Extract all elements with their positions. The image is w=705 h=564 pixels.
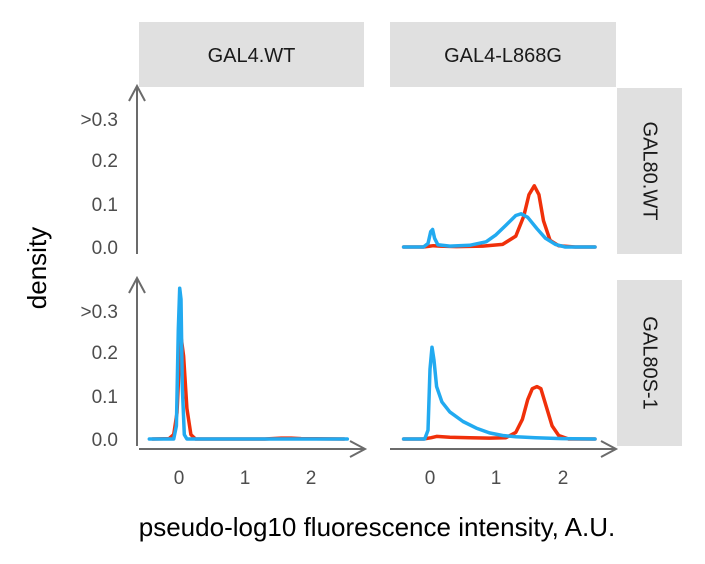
x-axis-right: [390, 440, 619, 458]
y-tick-label: 0.2: [92, 343, 118, 364]
x-axis-left-arrow-icon: [349, 440, 368, 458]
col-strip-gal4-l868g: [390, 22, 616, 87]
x-axis-title: pseudo-log10 fluorescence intensity, A.U…: [139, 512, 615, 542]
density-line-blue-gal4-wt-gal80s-1: [147, 286, 350, 441]
row-strip-gal80s-1-label: GAL80S-1: [639, 316, 661, 409]
y-axis-top-arrow-icon: [128, 83, 146, 102]
density-line-red-gal4-l868g-gal80-wt: [401, 184, 597, 249]
x-axis-left: [139, 440, 368, 458]
density-line-blue-gal4-l868g-gal80s-1: [401, 345, 597, 441]
x-tick-label: 1: [240, 468, 251, 489]
x-tick-label: 0: [425, 468, 436, 489]
row-strip-gal80-wt: [617, 88, 682, 254]
col-strip-gal4-wt: [139, 22, 364, 87]
y-tick-label: >0.3: [80, 110, 118, 131]
y-axis-top: [128, 83, 146, 254]
y-tick-labels-top: 0.0 0.1 0.2 >0.3: [80, 110, 118, 259]
col-strip-gal4-wt-label: GAL4.WT: [208, 45, 296, 67]
density-curves: [147, 184, 597, 441]
x-tick-labels-left: 0 1 2: [174, 468, 317, 489]
y-axis-bottom: [128, 275, 146, 446]
row-strip-gal80-wt-label: GAL80.WT: [639, 122, 661, 221]
density-line-blue-gal4-l868g-gal80-wt: [401, 212, 597, 249]
y-axis-bottom-arrow-icon: [128, 275, 146, 294]
col-strip-gal4-l868g-label: GAL4-L868G: [444, 45, 562, 67]
y-tick-label: >0.3: [80, 302, 118, 323]
y-axis-title: density: [22, 227, 52, 309]
x-tick-labels-right: 0 1 2: [425, 468, 569, 489]
density-line-red-gal4-l868g-gal80s-1: [401, 384, 597, 441]
x-tick-label: 2: [306, 468, 317, 489]
x-tick-label: 2: [558, 468, 569, 489]
y-tick-label: 0.0: [92, 238, 118, 259]
y-tick-label: 0.1: [92, 195, 118, 216]
x-axis-right-arrow-icon: [600, 440, 619, 458]
row-strip-gal80s-1: [617, 280, 682, 446]
x-tick-label: 0: [174, 468, 185, 489]
y-tick-label: 0.1: [92, 387, 118, 408]
y-tick-labels-bottom: 0.0 0.1 0.2 >0.3: [80, 302, 118, 451]
y-tick-label: 0.2: [92, 151, 118, 172]
x-tick-label: 1: [491, 468, 502, 489]
y-tick-label: 0.0: [92, 430, 118, 451]
